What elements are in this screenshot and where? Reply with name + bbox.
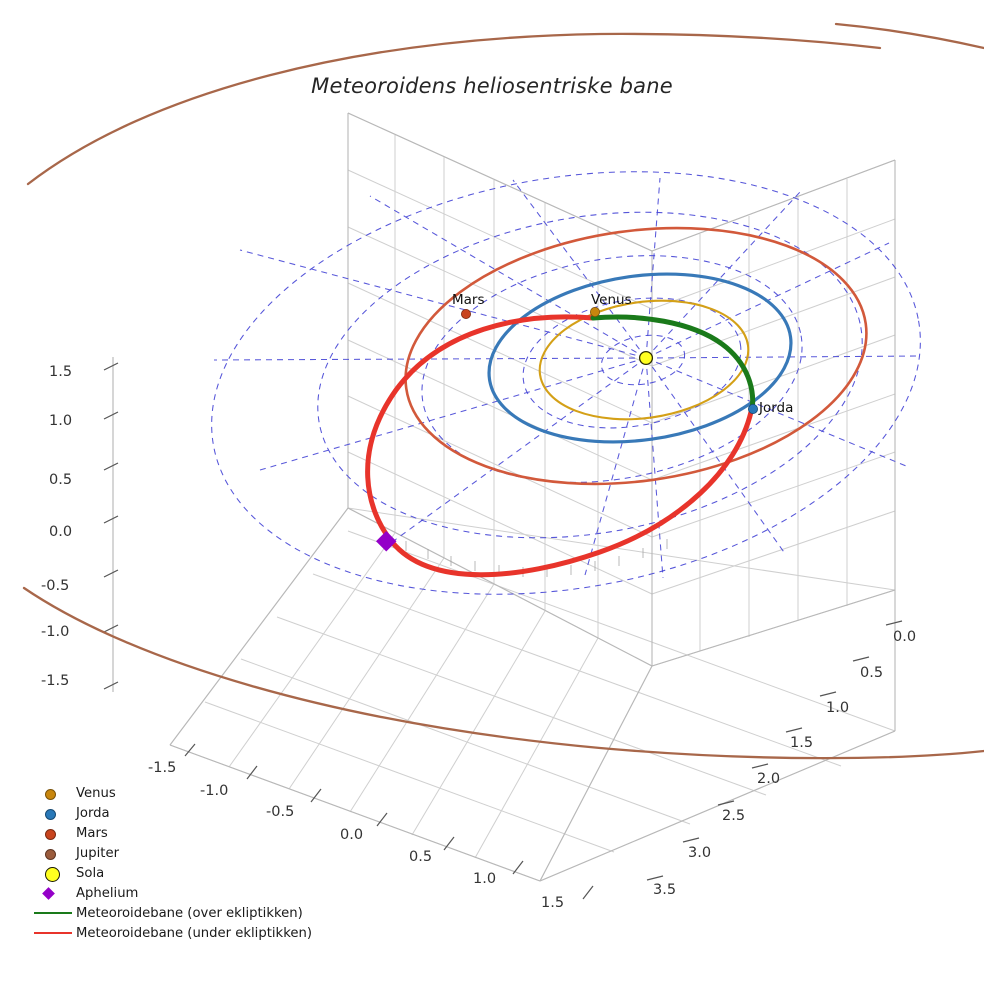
venus-orbit <box>538 299 750 421</box>
marker-aphelium[interactable] <box>375 530 397 552</box>
legend-label: Meteoroidebane (over ekliptikken) <box>76 905 303 921</box>
circle-marker-icon <box>30 803 76 823</box>
x-tick-label: -1.5 <box>148 760 177 776</box>
marker-mars[interactable] <box>460 308 471 319</box>
legend-label: Sola <box>76 865 105 881</box>
y-tick-label: 1.0 <box>826 700 850 716</box>
y-tick-label: 2.5 <box>722 808 746 824</box>
meteoroid-orbit-under-ecliptic <box>365 314 754 578</box>
circle-marker-icon <box>30 823 76 843</box>
marker-sola[interactable] <box>638 350 654 366</box>
annotation-mars: Mars <box>452 292 485 308</box>
page-title: Meteoroidens heliosentriske bane <box>311 74 673 98</box>
line-sample-icon <box>30 903 76 923</box>
meteoroid-orbit-over-ecliptic <box>590 314 756 413</box>
legend-label: Meteoroidebane (under ekliptikken) <box>76 925 312 941</box>
z-tick-label: -0.5 <box>41 578 70 594</box>
legend-item-jorda[interactable]: Jorda <box>30 803 330 823</box>
marker-venus[interactable] <box>590 306 601 317</box>
axes-box-edges <box>169 112 896 882</box>
y-tick-label: 0.5 <box>860 665 884 681</box>
legend-label: Aphelium <box>76 885 139 901</box>
legend-label: Jorda <box>76 805 110 821</box>
legend-label: Venus <box>76 785 116 801</box>
circle-marker-icon <box>30 783 76 803</box>
legend-label: Mars <box>76 825 108 841</box>
marker-jorda[interactable] <box>748 403 759 414</box>
diamond-marker-icon <box>30 883 76 903</box>
x-tick-label: 0.5 <box>409 849 433 865</box>
annotation-jorda: Jorda <box>759 400 794 416</box>
axes-pane-gridlines <box>347 112 896 667</box>
jorda-orbit <box>487 272 793 444</box>
polar-reference-grid <box>211 171 921 595</box>
legend-item-jupiter[interactable]: Jupiter <box>30 843 330 863</box>
legend-label: Jupiter <box>76 845 119 861</box>
y-tick-label: 3.0 <box>688 845 712 861</box>
sun-marker-icon <box>30 863 76 883</box>
x-tick-label: 0.0 <box>340 827 364 843</box>
circle-marker-icon <box>30 843 76 863</box>
z-tick-label: 1.0 <box>49 413 73 429</box>
x-tick-label: 1.0 <box>473 871 497 887</box>
y-tick-label: 2.0 <box>757 771 781 787</box>
legend-item-meteoroid-under[interactable]: Meteoroidebane (under ekliptikken) <box>30 923 330 943</box>
y-tick-label: 0.0 <box>893 629 917 645</box>
z-tick-label: 1.5 <box>49 364 73 380</box>
z-tick-label: 0.0 <box>49 524 73 540</box>
polar-radial-spokes <box>213 177 919 579</box>
x-tick-label: 1.5 <box>541 895 565 911</box>
mars-orbit <box>404 226 868 486</box>
legend-item-meteoroid-over[interactable]: Meteoroidebane (over ekliptikken) <box>30 903 330 923</box>
z-tick-label: -1.0 <box>41 624 70 640</box>
legend-item-venus[interactable]: Venus <box>30 783 330 803</box>
x-tick-label: -0.5 <box>266 804 295 820</box>
jupiter-orbit <box>22 22 984 760</box>
legend: Venus Jorda Mars Jupiter Sola <box>30 783 330 943</box>
legend-item-sola[interactable]: Sola <box>30 863 330 883</box>
legend-item-mars[interactable]: Mars <box>30 823 330 843</box>
z-tick-label: -1.5 <box>41 673 70 689</box>
y-tick-label: 3.5 <box>653 882 677 898</box>
x-tick-label: -1.0 <box>200 783 229 799</box>
z-tick-label: 0.5 <box>49 472 73 488</box>
legend-item-aphelium[interactable]: Aphelium <box>30 883 330 903</box>
y-tick-label: 1.5 <box>790 735 814 751</box>
annotation-venus: Venus <box>591 292 632 308</box>
line-sample-icon <box>30 923 76 943</box>
